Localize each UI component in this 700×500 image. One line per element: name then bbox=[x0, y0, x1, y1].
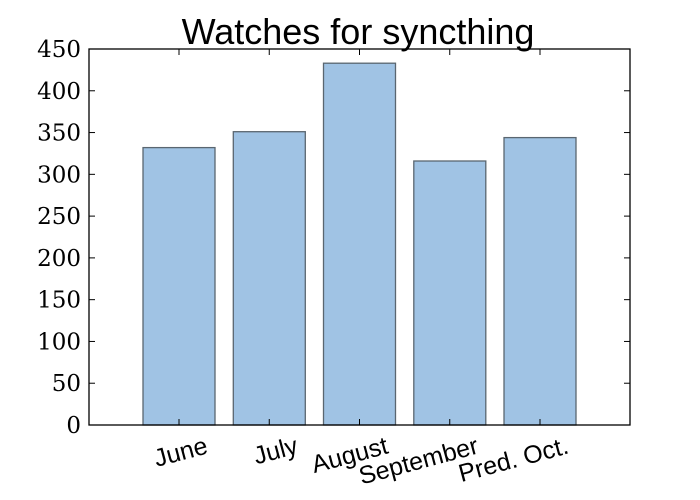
bars-layer bbox=[142, 62, 577, 426]
y-tick-label: 450 bbox=[37, 37, 81, 63]
y-tick-label: 50 bbox=[52, 371, 81, 397]
y-tick-label: 0 bbox=[66, 413, 81, 439]
bar-pred-oct bbox=[503, 136, 577, 426]
y-tick-label: 100 bbox=[37, 329, 81, 355]
y-tick-label: 300 bbox=[37, 162, 81, 188]
bar-june bbox=[142, 146, 216, 426]
y-tick-label: 250 bbox=[37, 204, 81, 230]
bar-july bbox=[232, 131, 306, 426]
bar-september bbox=[413, 160, 487, 426]
y-tick-label: 400 bbox=[37, 79, 81, 105]
y-tick-label: 200 bbox=[37, 246, 81, 272]
x-tick-label: June bbox=[151, 432, 211, 473]
chart-title: Watches for syncthing bbox=[182, 11, 535, 52]
axes-frame bbox=[88, 48, 631, 426]
x-tick-label: July bbox=[251, 432, 302, 471]
bar-august bbox=[322, 62, 397, 426]
y-tick-label: 350 bbox=[37, 121, 81, 147]
y-tick-label: 150 bbox=[37, 288, 81, 314]
y-axis-tick-labels: 0 50 100 150 200 250 300 350 400 450 bbox=[37, 37, 81, 439]
